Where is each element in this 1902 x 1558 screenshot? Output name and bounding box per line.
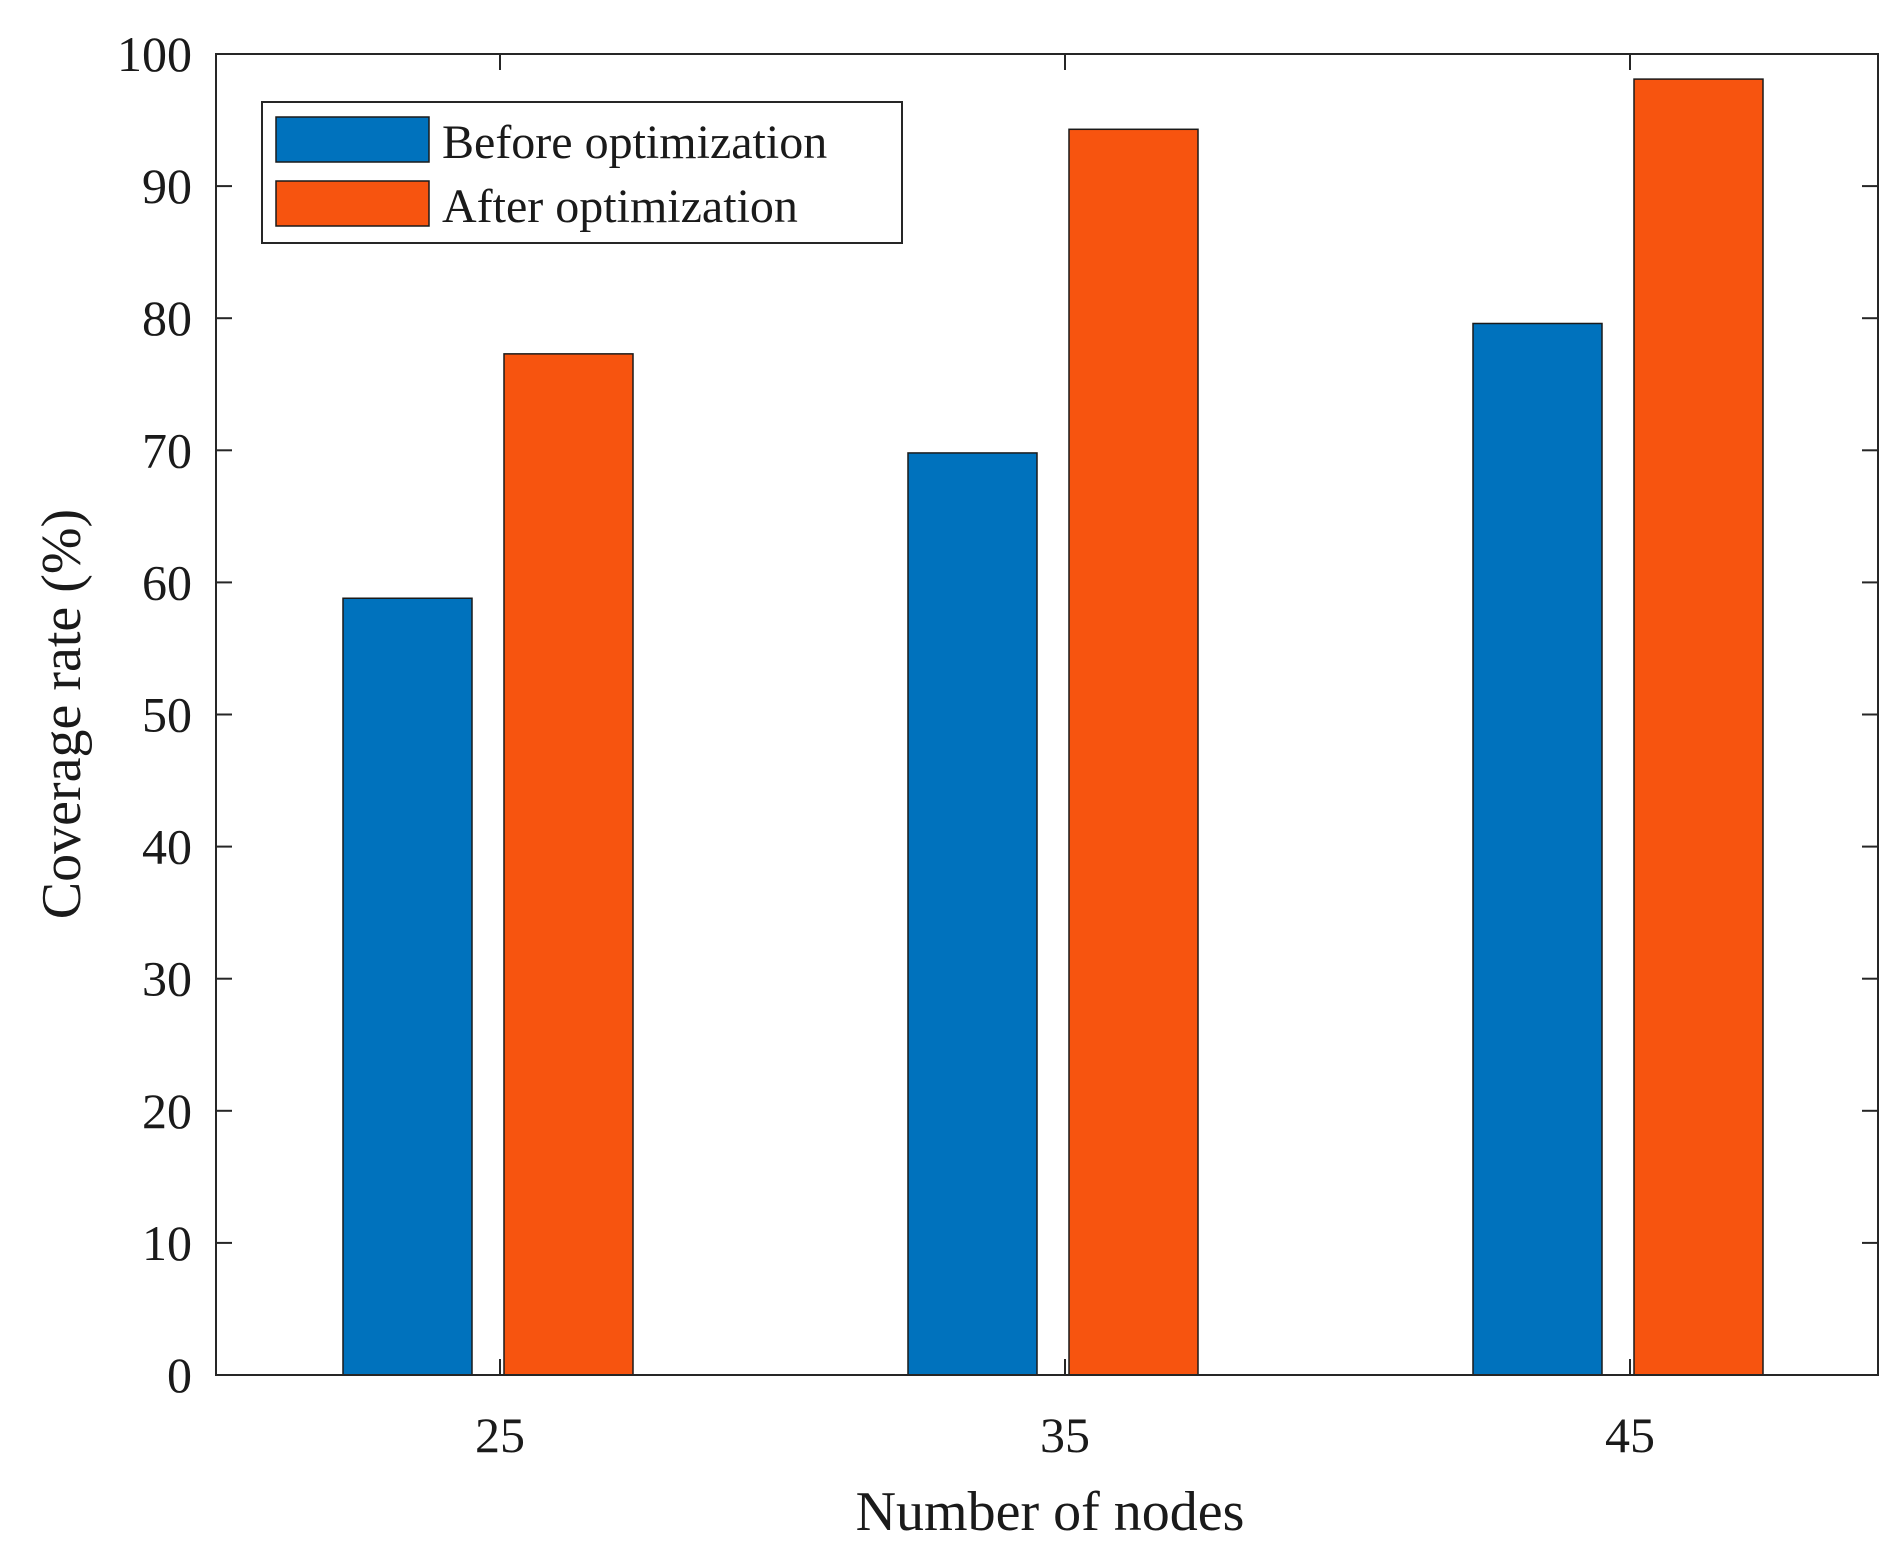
x-tick-label-45: 45 [1605, 1407, 1655, 1463]
bar-after-optimization-45 [1633, 78, 1764, 1376]
bar-before-optimization-35 [907, 452, 1038, 1376]
y-tick-label-90: 90 [142, 158, 192, 214]
legend-swatch-after-optimization [275, 180, 430, 227]
y-tick-label-50: 50 [142, 687, 192, 743]
legend: Before optimization After optimization [261, 101, 903, 244]
bar-after-optimization-25 [503, 353, 634, 1376]
plot-area-frame [215, 53, 1879, 1376]
y-tick-label-80: 80 [142, 290, 192, 346]
y-tick-label-20: 20 [142, 1083, 192, 1139]
bar-after-optimization-35 [1068, 128, 1199, 1376]
x-axis-label: Number of nodes [856, 1481, 1245, 1543]
legend-label-after-optimization: After optimization [442, 180, 798, 233]
bars-layer [342, 78, 1764, 1376]
legend-label-before-optimization: Before optimization [442, 116, 827, 169]
bar-before-optimization-45 [1472, 322, 1603, 1376]
y-tick-label-0: 0 [167, 1347, 192, 1403]
y-tick-label-70: 70 [142, 422, 192, 478]
y-tick-label-60: 60 [142, 554, 192, 610]
y-axis-label: Coverage rate (%) [31, 509, 93, 919]
y-tick-label-30: 30 [142, 951, 192, 1007]
bar-before-optimization-25 [342, 597, 473, 1376]
x-tick-label-25: 25 [475, 1407, 525, 1463]
x-tick-label-35: 35 [1040, 1407, 1090, 1463]
legend-swatch-before-optimization [275, 116, 430, 163]
y-tick-label-10: 10 [142, 1215, 192, 1271]
y-tick-label-40: 40 [142, 819, 192, 875]
y-tick-label-100: 100 [117, 26, 192, 82]
ticks-layer: 25 35 45 0 10 20 30 40 50 60 70 80 90 100 [117, 26, 1878, 1463]
